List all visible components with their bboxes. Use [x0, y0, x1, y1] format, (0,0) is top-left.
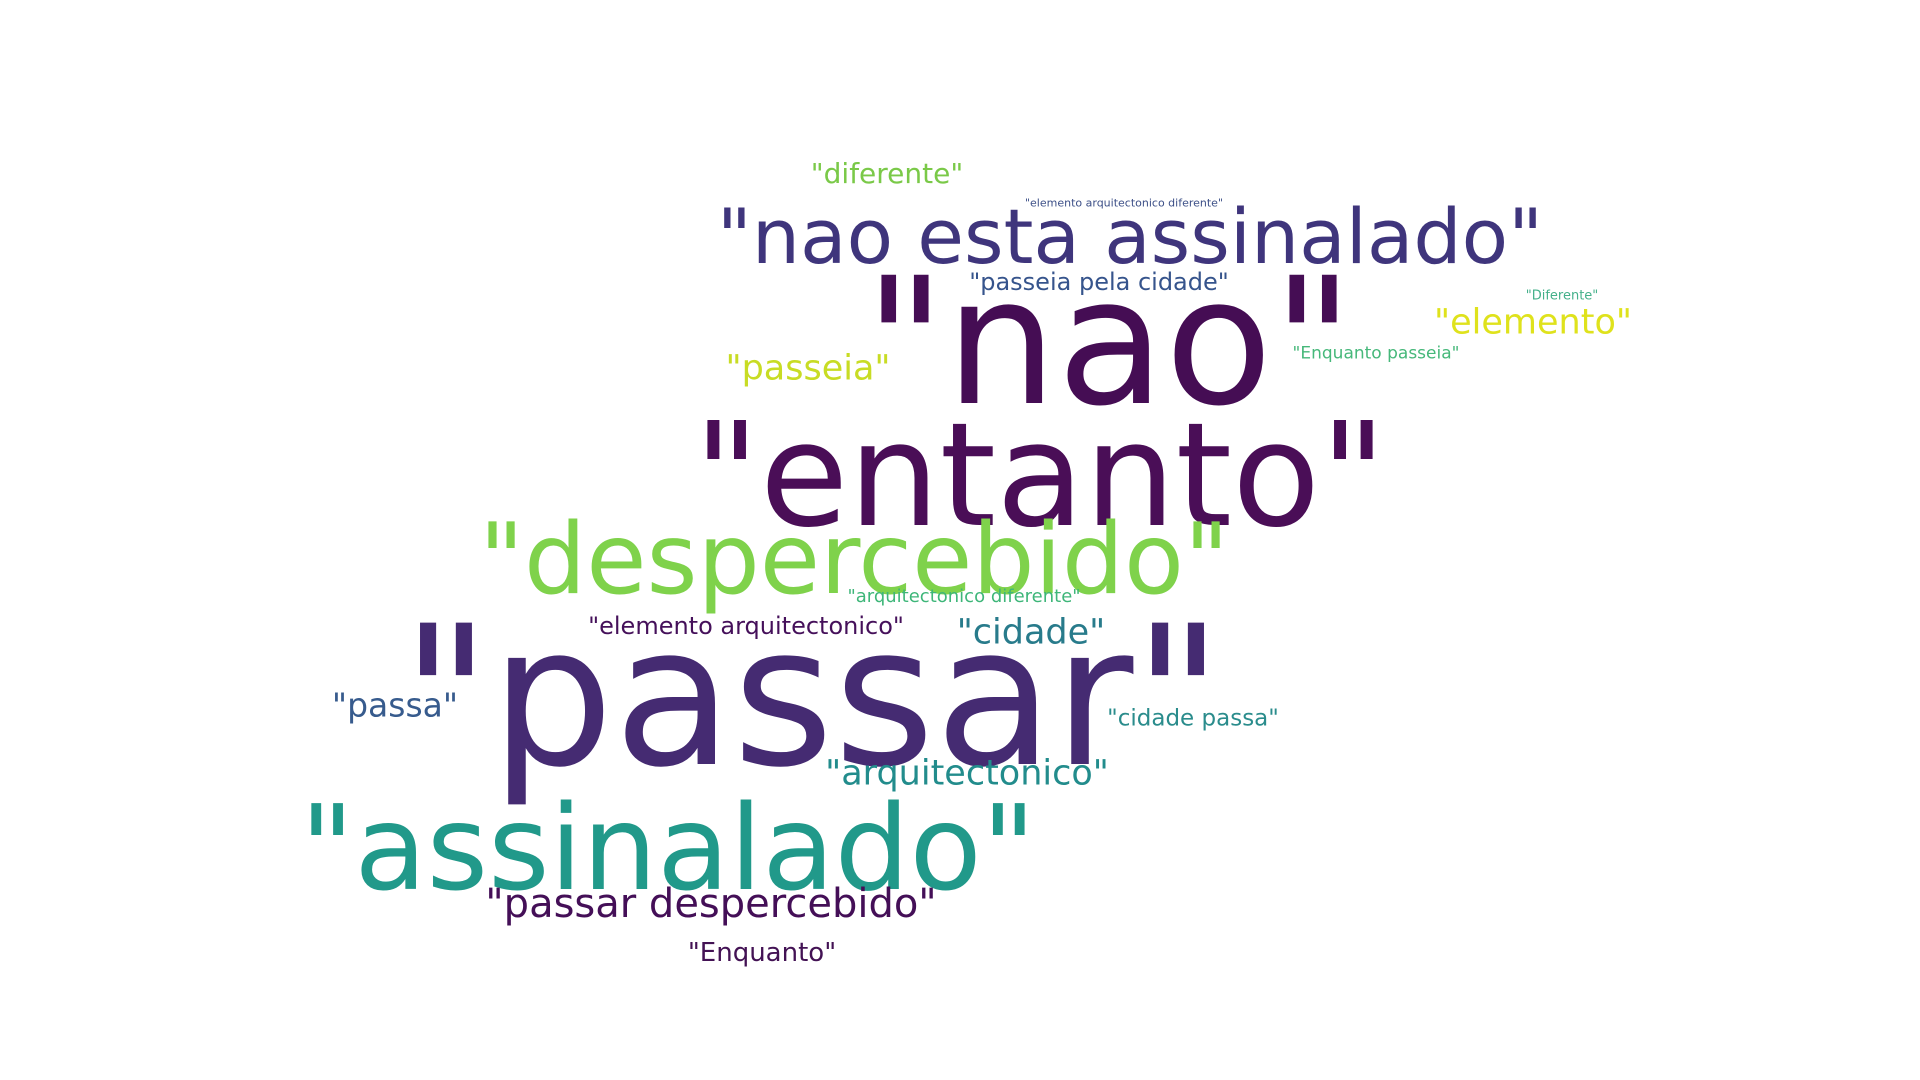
word-passar: "passar" [401, 584, 1223, 810]
word-entanto: "entanto" [693, 391, 1387, 559]
word-enquanto-passeia: "Enquanto passeia" [1292, 343, 1460, 364]
word-passeia-pela-cidade: "passeia pela cidade" [969, 268, 1229, 296]
word-despercebido: "despercebido" [478, 503, 1230, 617]
word-elemento-arquitectonico-diferente: "elemento arquitectonico diferente" [1024, 196, 1224, 210]
word-arquitectonico-diferente: "arquitectonico diferente" [847, 586, 1081, 607]
word-arquitectonico: "arquitectonico" [825, 753, 1109, 794]
word-passeia: "passeia" [725, 348, 891, 389]
word-diferente: "diferente" [810, 157, 964, 190]
word-diferente-capitalized: "Diferente" [1525, 288, 1599, 304]
word-enquanto: "Enquanto" [687, 938, 837, 968]
word-cidade: "cidade" [956, 612, 1106, 653]
word-nao: "nao" [864, 240, 1354, 445]
word-nao-esta-assinalado: "nao esta assinalado" [716, 192, 1544, 281]
word-passa: "passa" [331, 685, 459, 725]
word-cidade-passa: "cidade passa" [1107, 705, 1279, 732]
word-passar-despercebido: "passar despercebido" [485, 881, 937, 927]
word-assinalado: "assinalado" [300, 779, 1036, 917]
word-elemento-arquitectonico: "elemento arquitectonico" [588, 612, 904, 640]
word-elemento: "elemento" [1434, 302, 1632, 343]
